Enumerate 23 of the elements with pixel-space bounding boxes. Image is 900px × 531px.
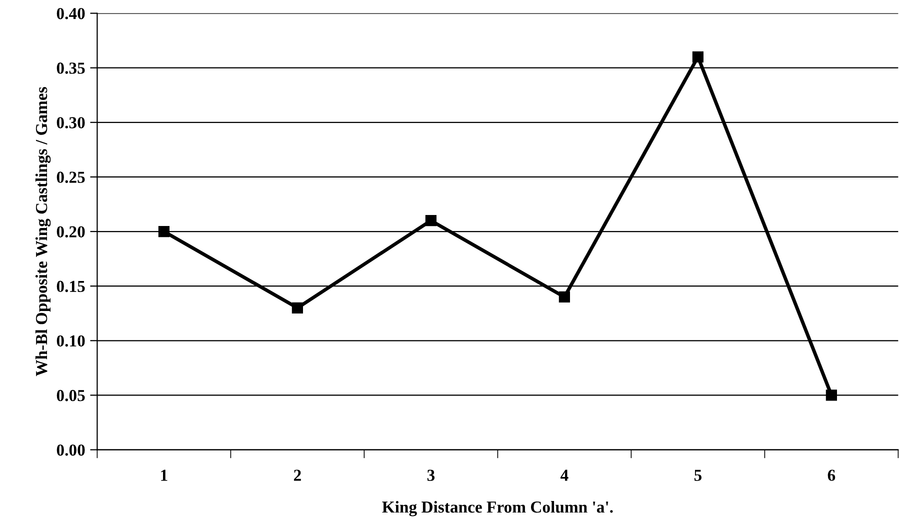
y-tick-label: 0.30 — [56, 117, 85, 128]
point — [558, 291, 570, 303]
x-tick-label: 3 — [427, 470, 435, 481]
x-tick-label: 5 — [694, 470, 702, 481]
y-tick-label: 0.25 — [56, 172, 85, 183]
y-tick-label: 0.10 — [56, 335, 85, 347]
y-tick-label: 0.35 — [56, 62, 85, 74]
y-tick-label: 0.15 — [56, 280, 85, 292]
point — [692, 51, 704, 62]
y-tick-label: 0.40 — [56, 8, 85, 20]
point — [292, 302, 304, 314]
point — [826, 390, 838, 401]
point — [425, 215, 437, 226]
y-tick-label: 0.05 — [56, 390, 85, 402]
y-tick-label: 0.00 — [56, 444, 85, 456]
x-tick-label: 6 — [828, 470, 836, 481]
point — [158, 226, 170, 238]
x-axis-title: King Distance From Column 'a'. — [382, 500, 613, 516]
x-tick-label: 4 — [560, 470, 568, 481]
x-tick-label: 1 — [161, 470, 168, 481]
x-tick-label: 2 — [294, 470, 301, 481]
y-axis-title: Wh-Bl Opposite Wing Castlings / Games — [35, 87, 51, 376]
y-tick-label: 0.20 — [56, 226, 85, 238]
